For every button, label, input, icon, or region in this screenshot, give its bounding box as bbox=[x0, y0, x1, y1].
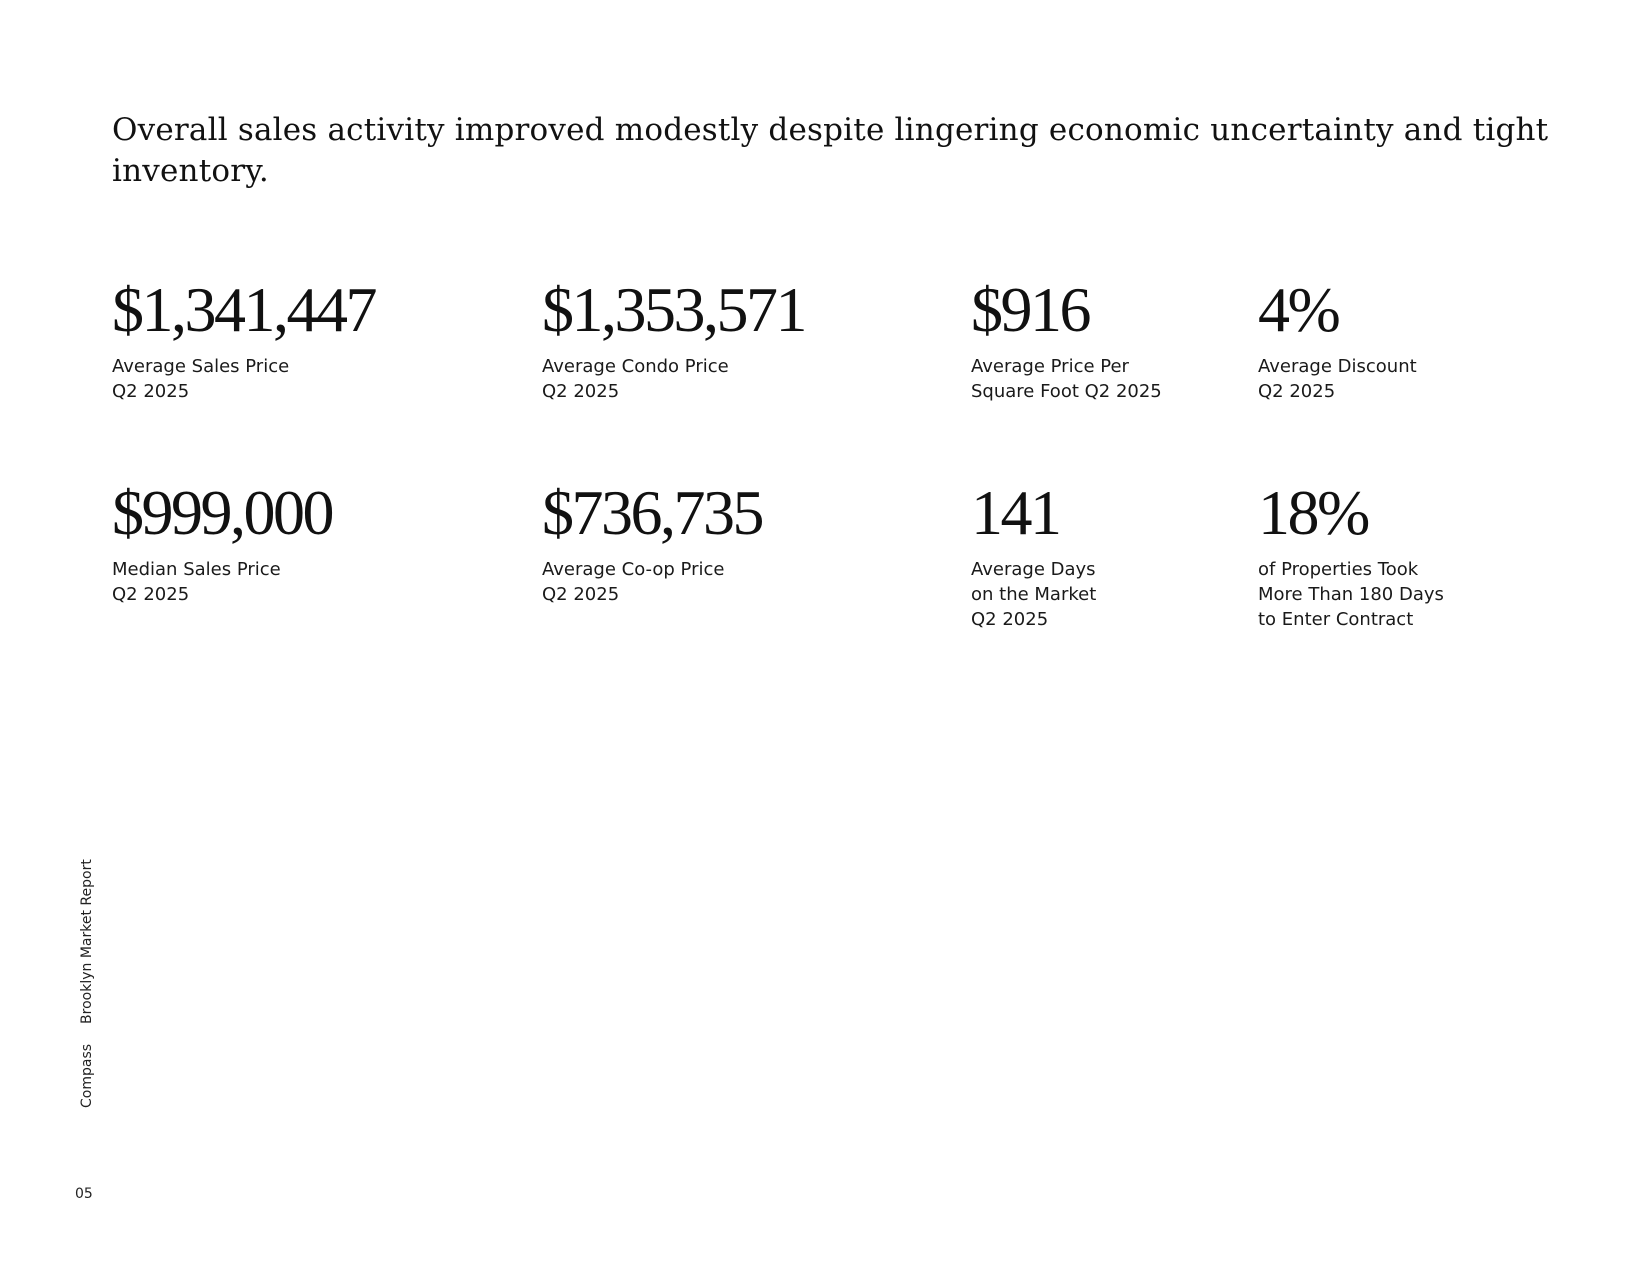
page-headline: Overall sales activity improved modestly… bbox=[112, 112, 1549, 189]
stat-value: $1,341,447 bbox=[112, 274, 378, 345]
stat-label: Average Days on the Market Q2 2025 bbox=[971, 559, 1097, 630]
stat-average-price-per-sqft: $916 Average Price Per Square Foot Q2 20… bbox=[971, 278, 1162, 404]
brand-name: Compass bbox=[79, 1043, 95, 1108]
stat-label: Median Sales Price Q2 2025 bbox=[112, 559, 281, 605]
stat-average-days-on-market: 141 Average Days on the Market Q2 2025 bbox=[971, 481, 1096, 632]
page-number: 05 bbox=[75, 1186, 93, 1202]
stat-label: Average Co-op Price Q2 2025 bbox=[542, 559, 725, 605]
stat-label: of Properties Took More Than 180 Days to… bbox=[1258, 559, 1444, 630]
stat-properties-over-180-days: 18% of Properties Took More Than 180 Day… bbox=[1258, 481, 1444, 632]
stat-average-condo-price: $1,353,571 Average Condo Price Q2 2025 bbox=[542, 274, 808, 404]
stat-value: $916 bbox=[971, 274, 1091, 345]
stat-median-sales-price: $999,000 Median Sales Price Q2 2025 bbox=[112, 477, 335, 607]
stat-label: Average Price Per Square Foot Q2 2025 bbox=[971, 356, 1162, 402]
stat-label: Average Sales Price Q2 2025 bbox=[112, 356, 290, 402]
report-title: Brooklyn Market Report bbox=[79, 859, 95, 1024]
stat-value: 4% bbox=[1258, 274, 1341, 345]
stat-value: 141 bbox=[971, 477, 1062, 548]
report-sidebar-label: Compass Brooklyn Market Report bbox=[78, 859, 96, 1108]
stat-average-discount: 4% Average Discount Q2 2025 bbox=[1258, 278, 1417, 404]
stat-value: $999,000 bbox=[112, 477, 335, 548]
stat-label: Average Discount Q2 2025 bbox=[1258, 356, 1417, 402]
stat-average-coop-price: $736,735 Average Co-op Price Q2 2025 bbox=[542, 477, 765, 607]
stat-average-sales-price: $1,341,447 Average Sales Price Q2 2025 bbox=[112, 274, 378, 404]
stat-label: Average Condo Price Q2 2025 bbox=[542, 356, 729, 402]
stat-value: $1,353,571 bbox=[542, 274, 808, 345]
stat-value: 18% bbox=[1258, 477, 1370, 548]
stat-value: $736,735 bbox=[542, 477, 765, 548]
